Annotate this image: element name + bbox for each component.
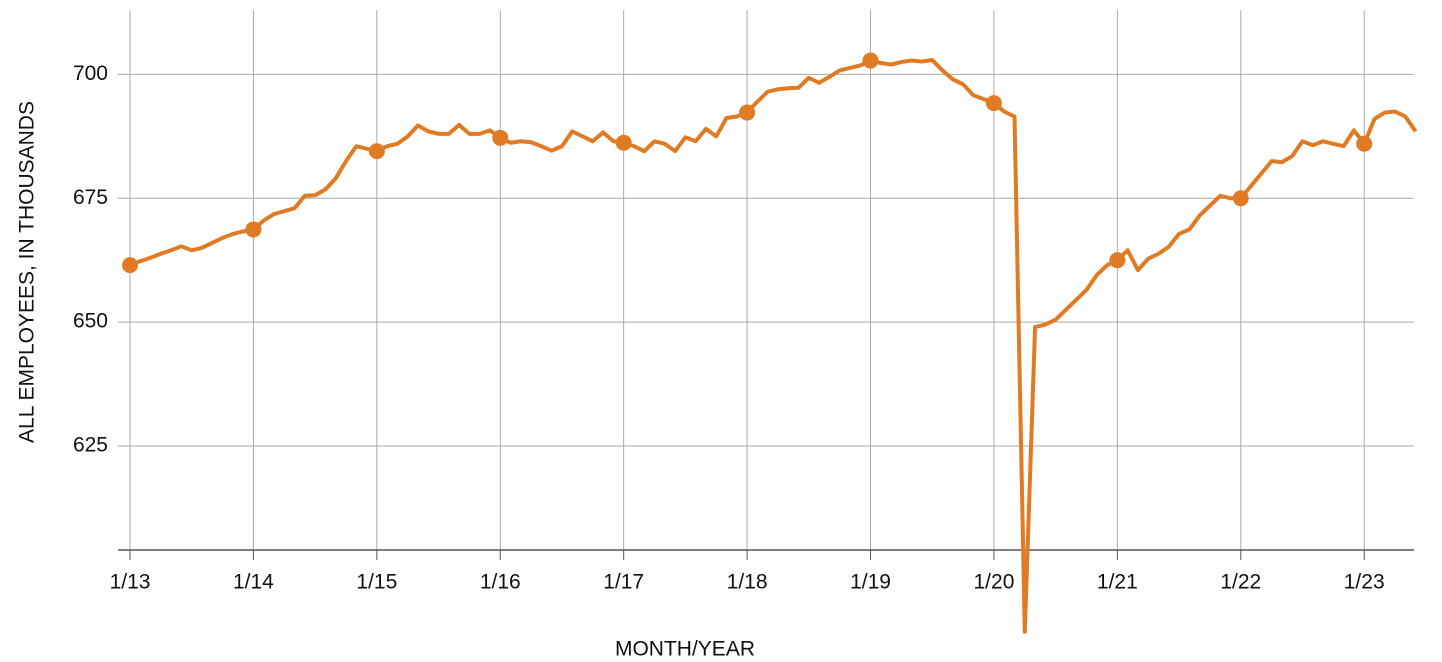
- data-point: [1232, 190, 1249, 207]
- data-point: [985, 95, 1002, 112]
- x-tick-label: 1/13: [110, 571, 151, 594]
- y-axis-label: ALL EMPLOYEES, IN THOUSANDS: [16, 101, 39, 443]
- x-tick-label: 1/17: [603, 571, 644, 594]
- x-tick-label: 1/20: [974, 571, 1015, 594]
- data-point: [1356, 135, 1373, 152]
- data-line: [129, 58, 1418, 634]
- data-point: [492, 129, 509, 146]
- x-tick-label: 1/14: [233, 571, 274, 594]
- data-point: [122, 257, 138, 274]
- y-tick-label: 625: [73, 434, 108, 457]
- data-point: [862, 52, 879, 69]
- y-tick-label: 650: [73, 310, 108, 333]
- y-tick-label: 675: [73, 186, 108, 209]
- data-point: [245, 221, 262, 238]
- x-tick-label: 1/19: [850, 571, 891, 594]
- x-tick-label: 1/15: [356, 571, 397, 594]
- data-point: [615, 134, 632, 151]
- x-axis-label: MONTH/YEAR: [615, 638, 755, 661]
- data-point: [1109, 252, 1126, 269]
- x-tick-label: 1/22: [1220, 571, 1261, 594]
- data-point: [739, 104, 756, 121]
- x-tick-label: 1/16: [480, 571, 521, 594]
- data-point: [368, 143, 385, 160]
- x-tick-label: 1/18: [727, 571, 768, 594]
- x-tick-label: 1/21: [1097, 571, 1138, 594]
- x-tick-label: 1/23: [1344, 571, 1385, 594]
- y-tick-label: 700: [73, 62, 108, 85]
